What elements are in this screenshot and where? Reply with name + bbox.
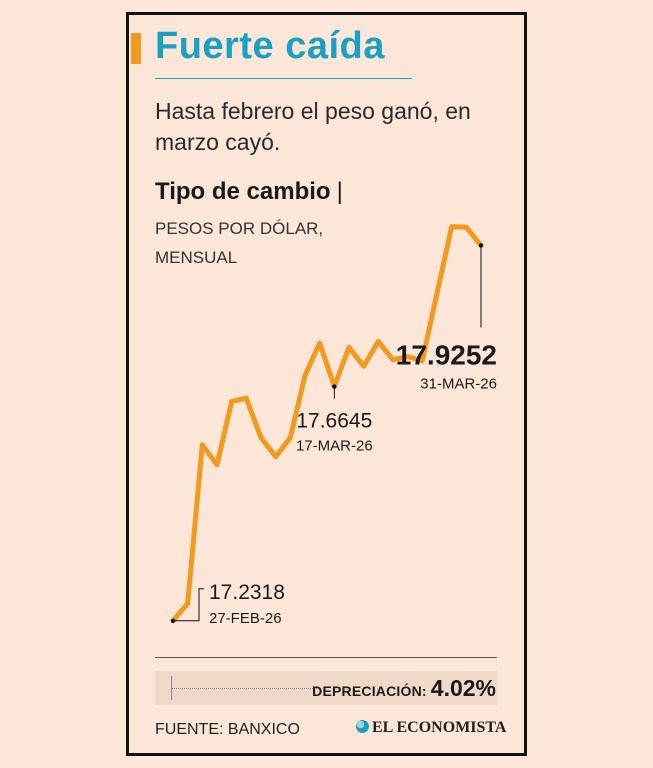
annotation-date-mid: 17-MAR-26 (296, 438, 373, 455)
divider (155, 657, 497, 658)
brand-logo-icon (356, 720, 369, 733)
depreciation-dotted-line (171, 688, 321, 689)
depreciation-value: 4.02% (430, 675, 496, 701)
depreciation-label: DEPRECIACIÓN: (312, 683, 427, 699)
source-note: FUENTE: BANXICO (155, 721, 300, 738)
title-underline (155, 78, 412, 79)
annotation-date-end: 31-MAR-26 (420, 375, 497, 392)
annotation-value-end: 17.9252 (396, 339, 497, 370)
chart-title-separator: | (336, 178, 343, 205)
chart-title-text: Tipo de cambio (155, 178, 331, 205)
chart-title: Tipo de cambio | (155, 178, 343, 206)
annotation-value-mid: 17.6645 (296, 410, 372, 433)
chart-unit: PESOS POR DÓLAR, MENSUAL (155, 219, 324, 267)
annotation-dot-mid (332, 384, 337, 389)
subtitle: Hasta febrero el peso ganó, en marzo cay… (155, 98, 471, 155)
annotation-date-start: 27-FEB-26 (209, 610, 282, 627)
title-accent-bar (131, 33, 141, 64)
annotation-value-start: 17.2318 (209, 581, 285, 604)
brand-logo: EL ECONOMISTA (356, 719, 506, 737)
brand-name: EL ECONOMISTA (372, 719, 507, 736)
series-line (170, 224, 484, 624)
annotation-leader-start (173, 588, 204, 622)
depreciation-summary: DEPRECIACIÓN: 4.02% (312, 675, 496, 702)
page-title: Fuerte caída (155, 25, 385, 67)
infographic-card (126, 12, 527, 756)
